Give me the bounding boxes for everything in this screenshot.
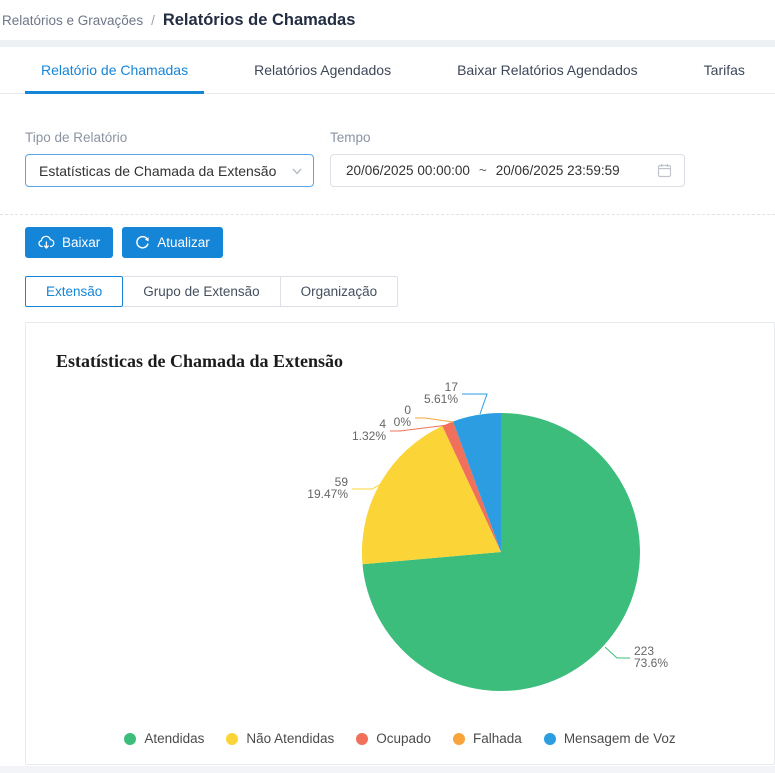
- tab-bar: Relatório de Chamadas Relatórios Agendad…: [0, 47, 775, 94]
- legend-item-mensagem-de-voz[interactable]: Mensagem de Voz: [543, 731, 676, 746]
- tab-relatorios-agendados[interactable]: Relatórios Agendados: [254, 62, 392, 78]
- dashed-divider: [0, 214, 775, 215]
- legend-item-ocupado[interactable]: Ocupado: [356, 731, 431, 746]
- calendar-icon: [657, 163, 672, 178]
- legend-label-nao-atendidas: Não Atendidas: [246, 731, 335, 746]
- pie-label-leader-falhada: [415, 417, 454, 423]
- download-button[interactable]: Baixar: [25, 227, 114, 258]
- legend-item-falhada[interactable]: Falhada: [453, 731, 522, 746]
- legend-dot-mensagem-de-voz: [543, 732, 556, 745]
- pie-label-value-nao-atendidas: 59: [335, 475, 349, 489]
- report-type-label: Tipo de Relatório: [25, 130, 128, 145]
- pie-slice-nao-atendidas[interactable]: [361, 426, 501, 565]
- legend-label-falhada: Falhada: [473, 731, 522, 746]
- chart-legend: Atendidas Não Atendidas Ocupado Falhada Mens…: [26, 731, 774, 746]
- download-button-label: Baixar: [62, 235, 101, 250]
- legend-label-ocupado: Ocupado: [376, 731, 432, 746]
- tab-baixar-relatorios-agendados[interactable]: Baixar Relatórios Agendados: [457, 62, 638, 78]
- actions-row: Baixar Atualizar: [0, 227, 775, 258]
- report-type-select[interactable]: Estatísticas de Chamada da Extensão: [25, 154, 314, 187]
- pie-label-leader-nao-atendidas: [352, 478, 391, 490]
- breadcrumb-parent[interactable]: Relatórios e Gravações: [2, 12, 144, 28]
- time-range-separator: ~: [478, 163, 487, 178]
- pie-label-value-falhada: 0: [404, 403, 411, 417]
- pie-label-value-atendidas: 223: [634, 644, 654, 658]
- pie-label-percent-nao-atendidas: 19.47%: [307, 487, 348, 501]
- pie-slice-ocupado[interactable]: [442, 421, 501, 553]
- time-end-value: 20/06/2025 23:59:59: [495, 163, 620, 178]
- pie-label-leader-ocupado: [390, 424, 449, 432]
- section-divider-band: [0, 40, 775, 47]
- legend-dot-falhada: [453, 732, 466, 745]
- subtab-organizacao[interactable]: Organização: [280, 276, 399, 307]
- tab-tarifas[interactable]: Tarifas: [703, 62, 745, 78]
- chevron-down-icon: [291, 165, 303, 177]
- report-type-filter: Tipo de Relatório Estatísticas de Chamad…: [25, 130, 314, 187]
- time-filter: Tempo 20/06/2025 00:00:00 ~ 20/06/2025 2…: [330, 130, 685, 187]
- time-range-input[interactable]: 20/06/2025 00:00:00 ~ 20/06/2025 23:59:5…: [330, 154, 685, 187]
- subtab-group: Extensão Grupo de Extensão Organização: [0, 276, 775, 307]
- tab-relatorio-de-chamadas[interactable]: Relatório de Chamadas: [25, 47, 205, 94]
- legend-dot-nao-atendidas: [226, 732, 239, 745]
- pie-label-leader-atendidas: [604, 646, 630, 659]
- legend-label-atendidas: Atendidas: [144, 731, 205, 746]
- pie-slice-mensagem-de-voz[interactable]: [453, 412, 501, 552]
- legend-item-atendidas[interactable]: Atendidas: [124, 731, 204, 746]
- main-card: Relatório de Chamadas Relatórios Agendad…: [0, 47, 775, 766]
- pie-label-value-mensagem-de-voz: 17: [445, 380, 459, 394]
- breadcrumb-separator: /: [151, 12, 155, 28]
- pie-label-value-ocupado: 4: [379, 417, 386, 431]
- refresh-button[interactable]: Atualizar: [122, 227, 223, 258]
- pie-label-percent-atendidas: 73.6%: [634, 656, 668, 670]
- refresh-button-label: Atualizar: [157, 235, 210, 250]
- legend-item-nao-atendidas[interactable]: Não Atendidas: [226, 731, 334, 746]
- pie-slice-atendidas[interactable]: [362, 413, 640, 691]
- legend-dot-ocupado: [356, 732, 369, 745]
- chart-title: Estatísticas de Chamada da Extensão: [56, 351, 344, 371]
- chart-panel: Estatísticas de Chamada da Extensão 223 7…: [25, 322, 775, 765]
- refresh-icon: [135, 235, 150, 250]
- pie-label-percent-ocupado: 1.32%: [352, 429, 386, 443]
- pie-label-percent-mensagem-de-voz: 5.61%: [424, 392, 458, 406]
- legend-dot-atendidas: [124, 732, 137, 745]
- subtab-grupo-de-extensao[interactable]: Grupo de Extensão: [123, 276, 281, 307]
- subtab-extensao[interactable]: Extensão: [25, 276, 124, 307]
- legend-label-mensagem-de-voz: Mensagem de Voz: [563, 731, 676, 746]
- cloud-download-icon: [38, 235, 55, 250]
- time-label: Tempo: [330, 130, 371, 145]
- page-title: Relatórios de Chamadas: [162, 10, 356, 29]
- pie-label-leader-mensagem-de-voz: [462, 393, 488, 415]
- pie-label-percent-falhada: 0%: [394, 415, 412, 429]
- time-start-value: 20/06/2025 00:00:00: [346, 163, 470, 178]
- filters-row: Tipo de Relatório Estatísticas de Chamad…: [0, 94, 775, 187]
- breadcrumb: Relatórios e Gravações / Relatórios de C…: [0, 0, 775, 40]
- report-type-value: Estatísticas de Chamada da Extensão: [39, 162, 277, 179]
